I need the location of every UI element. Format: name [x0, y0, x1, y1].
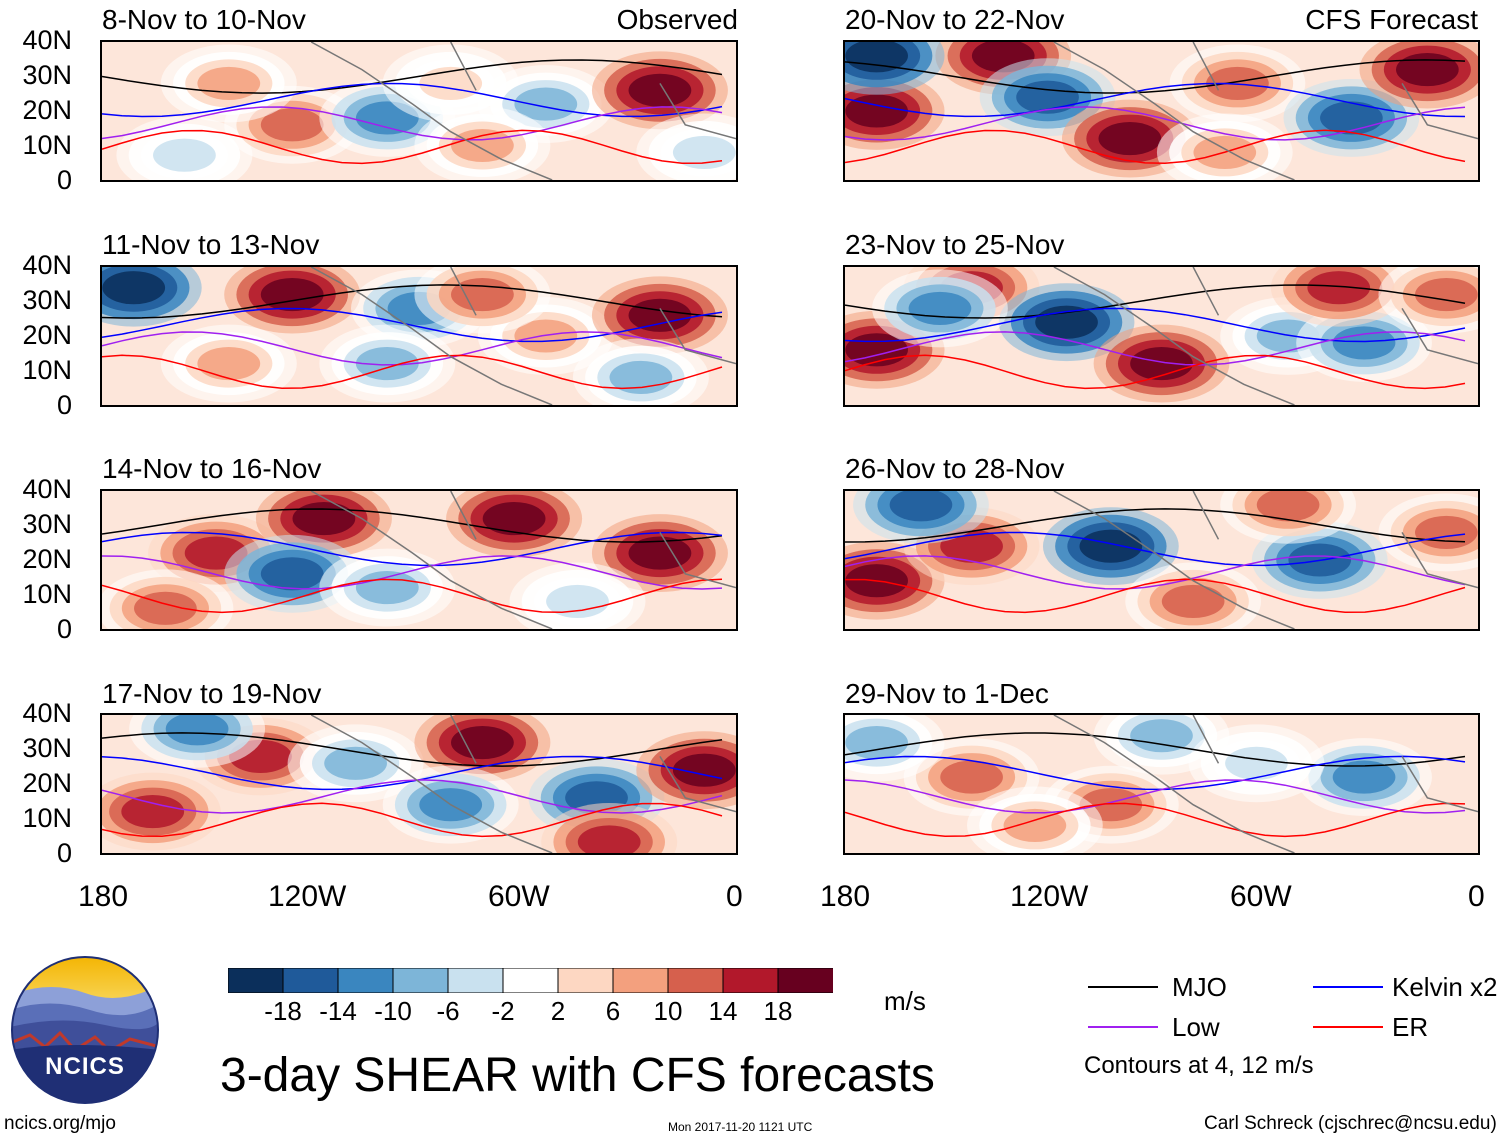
- colorbar-swatch: [722, 967, 779, 994]
- colorbar-swatch: [667, 967, 724, 994]
- lat-label: 30N: [22, 60, 72, 90]
- colorbar-swatch: [777, 967, 834, 994]
- legend-mjo-label: MJO: [1172, 972, 1227, 1002]
- colorbar-swatch: [447, 967, 504, 994]
- ncics-logo: NCICS: [10, 955, 160, 1105]
- lon-label: 120W: [268, 880, 347, 913]
- colorbar-swatch: [557, 967, 614, 994]
- colorbar-tick-label: 14: [708, 996, 738, 1026]
- shear-map: [843, 40, 1480, 182]
- lon-label: 60W: [1230, 880, 1292, 913]
- lat-label: 0: [56, 165, 72, 195]
- shear-map: [843, 713, 1480, 855]
- panel-tag-cfs-forecast: CFS Forecast: [1305, 4, 1478, 35]
- lat-label: 0: [56, 614, 72, 644]
- lat-label: 0: [56, 838, 72, 868]
- contour-note: Contours at 4, 12 m/s: [1084, 1052, 1314, 1079]
- lon-label: 180: [78, 880, 129, 913]
- colorbar: [227, 967, 834, 994]
- colorbar-swatch: [227, 967, 284, 994]
- lon-label: 0: [726, 880, 743, 913]
- colorbar-tick-label: -18: [264, 996, 302, 1026]
- panel-title: 14-Nov to 16-Nov: [102, 453, 322, 484]
- lat-label: 30N: [22, 285, 72, 315]
- panel-title: 17-Nov to 19-Nov: [102, 678, 322, 709]
- colorbar-tick-label: -14: [319, 996, 357, 1026]
- logo-text: NCICS: [45, 1053, 125, 1080]
- shear-map: [100, 713, 738, 855]
- lat-label: 10N: [22, 579, 72, 609]
- units-label: m/s: [884, 986, 926, 1016]
- legend-mjo-line: [1088, 986, 1158, 988]
- shear-map: [100, 40, 738, 182]
- colorbar-swatch: [282, 967, 339, 994]
- footer-author: Carl Schreck (cjschrec@ncsu.edu): [1204, 1113, 1497, 1134]
- panel-tag-observed: Observed: [616, 4, 738, 35]
- lat-label: 40N: [22, 25, 72, 55]
- lon-label: 120W: [1010, 880, 1089, 913]
- panel-title: 29-Nov to 1-Dec: [845, 678, 1049, 709]
- colorbar-swatch: [392, 967, 449, 994]
- panel-title: 26-Nov to 28-Nov: [845, 453, 1065, 484]
- lat-label: 20N: [22, 768, 72, 798]
- lat-label: 40N: [22, 474, 72, 504]
- lat-label: 30N: [22, 509, 72, 539]
- colorbar-swatch: [502, 967, 559, 994]
- colorbar-tick-label: -6: [436, 996, 460, 1026]
- colorbar-tick-label: -2: [491, 996, 515, 1026]
- legend-kelvin-label: Kelvin x2: [1392, 972, 1498, 1002]
- legend-low-label: Low: [1172, 1012, 1220, 1042]
- shear-map: [100, 265, 738, 407]
- footer-timestamp: Mon 2017-11-20 1121 UTC: [668, 1120, 813, 1134]
- lat-label: 20N: [22, 320, 72, 350]
- legend-low-line: [1088, 1026, 1158, 1028]
- panel-title: 20-Nov to 22-Nov: [845, 4, 1065, 35]
- lat-label: 10N: [22, 355, 72, 385]
- panel-title: 11-Nov to 13-Nov: [102, 229, 320, 260]
- lat-label: 0: [56, 390, 72, 420]
- lat-label: 20N: [22, 544, 72, 574]
- colorbar-tick-label: 6: [605, 996, 621, 1026]
- lon-label: 0: [1468, 880, 1485, 913]
- lat-label: 20N: [22, 95, 72, 125]
- colorbar-tick-label: 18: [763, 996, 793, 1026]
- legend-kelvin-line: [1313, 986, 1383, 988]
- colorbar-swatch: [612, 967, 669, 994]
- lon-label: 60W: [488, 880, 550, 913]
- lat-label: 30N: [22, 733, 72, 763]
- footer-website-link[interactable]: ncics.org/mjo: [4, 1113, 116, 1134]
- colorbar-swatch: [337, 967, 394, 994]
- panel-title: 23-Nov to 25-Nov: [845, 229, 1065, 260]
- colorbar-tick-label: 10: [653, 996, 683, 1026]
- colorbar-tick-label: 2: [550, 996, 566, 1026]
- lat-label: 10N: [22, 803, 72, 833]
- lon-label: 180: [820, 880, 871, 913]
- shear-map: [100, 489, 738, 631]
- lat-label: 40N: [22, 698, 72, 728]
- lat-label: 40N: [22, 250, 72, 280]
- shear-map: [843, 265, 1480, 407]
- lat-label: 10N: [22, 130, 72, 160]
- legend-er-line: [1313, 1026, 1383, 1028]
- figure-title: 3-day SHEAR with CFS forecasts: [220, 1049, 935, 1102]
- shear-map: [843, 489, 1480, 631]
- panel-title: 8-Nov to 10-Nov: [102, 4, 306, 35]
- legend-er-label: ER: [1392, 1012, 1429, 1042]
- colorbar-tick-label: -10: [374, 996, 412, 1026]
